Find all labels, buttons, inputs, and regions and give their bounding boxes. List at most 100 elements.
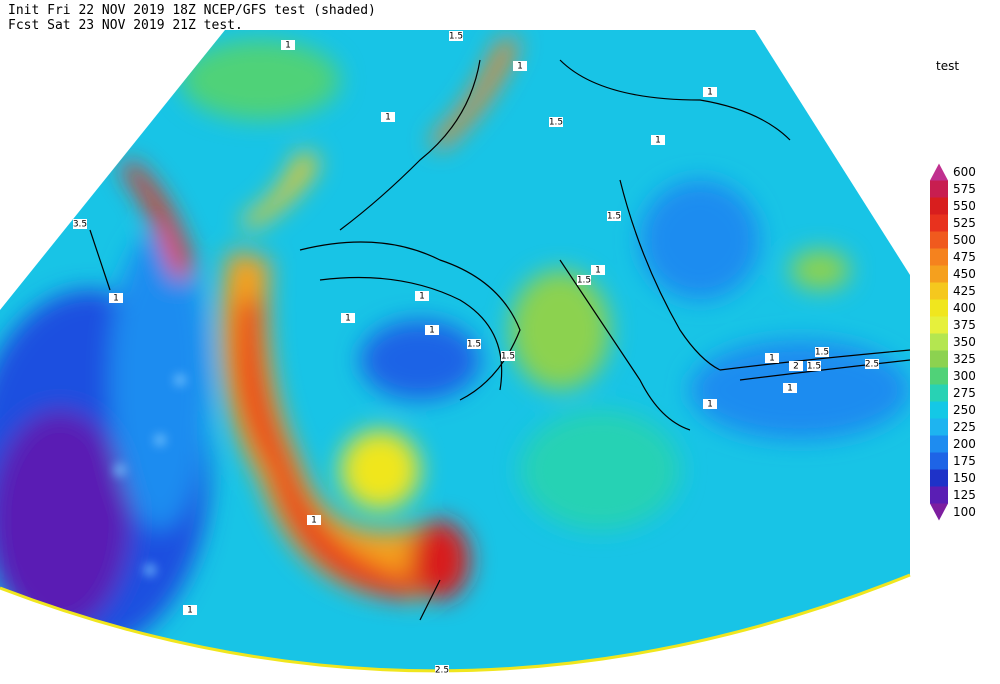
- contour-label-bg: [449, 31, 463, 41]
- colorbar-label: 425: [953, 284, 976, 298]
- colorbar-label: 125: [953, 488, 976, 502]
- contour-label: 1.5: [449, 32, 463, 42]
- colorbar-label: 600: [953, 165, 976, 179]
- contour-label: 3.5: [73, 220, 87, 230]
- contour-label: 2.5: [865, 360, 879, 370]
- contour-label-bg: [281, 40, 295, 50]
- colorbar-label: 325: [953, 352, 976, 366]
- colorbar-label: 575: [953, 182, 976, 196]
- contour-label: 1.5: [807, 362, 821, 372]
- contour-label-bg: [513, 61, 527, 71]
- contour-label-bg: [651, 135, 665, 145]
- colorbar-label: 475: [953, 250, 976, 264]
- contour-label-bg: [109, 293, 123, 303]
- contour-labels: 1 1.5 1 1 1.5 1 1 3.5 1 1.5 1.5 1 1 1.5 1.5 1 1.5 2 1.5 2.5…: [73, 31, 879, 676]
- contour-label-bg: [435, 665, 449, 675]
- contour-label-bg: [703, 87, 717, 97]
- contour-label-bg: [577, 275, 591, 285]
- contour-label: 2: [793, 362, 799, 372]
- colorbar-swatch: [930, 197, 948, 215]
- colorbar-label: 450: [953, 267, 976, 281]
- contour-label: 1: [517, 62, 523, 72]
- contour-label-bg: [467, 339, 481, 349]
- colorbar-swatch: [930, 469, 948, 487]
- header-line2: Fcst Sat 23 NOV 2019 21Z test.: [8, 18, 243, 33]
- colorbar-swatch: [930, 452, 948, 470]
- colorbar-swatch: [930, 333, 948, 351]
- contour-label: 1: [707, 400, 713, 410]
- contour-label: 1: [787, 384, 793, 394]
- contour-label: 1: [345, 314, 351, 324]
- contour-label-bg: [549, 117, 563, 127]
- colorbar-label: 350: [953, 335, 976, 349]
- contour-label-bg: [607, 211, 621, 221]
- colorbar-label: 500: [953, 233, 976, 247]
- colorbar-label: 175: [953, 454, 976, 468]
- colorbar-arrow: [930, 503, 948, 521]
- colorbar-label: 275: [953, 386, 976, 400]
- contour-label: 1.5: [549, 118, 563, 128]
- colorbar-swatch: [930, 316, 948, 334]
- colorbar-swatch: [930, 418, 948, 436]
- colorbar-swatch: [930, 282, 948, 300]
- colorbar-swatch: [930, 248, 948, 266]
- contour-label-bg: [341, 313, 355, 323]
- colorbar-label: 200: [953, 437, 976, 451]
- colorbar-label: 550: [953, 199, 976, 213]
- colorbar-label: 400: [953, 301, 976, 315]
- colorbar-swatch: [930, 384, 948, 402]
- colorbar-label: 300: [953, 369, 976, 383]
- contour-label: 2.5: [435, 666, 449, 676]
- contour-label-bg: [425, 325, 439, 335]
- contour-label: 1: [595, 266, 601, 276]
- colorbar-swatch: [930, 214, 948, 232]
- header-line1: Init Fri 22 NOV 2019 18Z NCEP/GFS test (…: [8, 3, 376, 18]
- contour-label-bg: [591, 265, 605, 275]
- colorbar-swatch: [930, 401, 948, 419]
- colorbar-label: 375: [953, 318, 976, 332]
- contour-label-bg: [783, 383, 797, 393]
- contour-label: 1.5: [467, 340, 481, 350]
- contour-label-bg: [815, 347, 829, 357]
- contour-label: 1: [285, 41, 291, 51]
- map-border: [0, 573, 911, 673]
- contour-label-bg: [415, 291, 429, 301]
- contour-label-bg: [183, 605, 197, 615]
- colorbar-swatch: [930, 367, 948, 385]
- contour-label: 1: [769, 354, 775, 364]
- colorbar-label: 525: [953, 216, 976, 230]
- contour-label-bg: [807, 361, 821, 371]
- contour-label: 1: [113, 294, 119, 304]
- shaded-field: [0, 30, 910, 671]
- colorbar-label: 225: [953, 420, 976, 434]
- contour-label: 1.5: [815, 348, 829, 358]
- contour-label: 1.5: [501, 352, 515, 362]
- colorbar-label: 150: [953, 471, 976, 485]
- contour-label: 1: [429, 326, 435, 336]
- contour-label-bg: [865, 359, 879, 369]
- contour-label: 1: [311, 516, 317, 526]
- contour-label: 1.5: [607, 212, 621, 222]
- contour-label-bg: [789, 361, 803, 371]
- contour-label: 1: [187, 606, 193, 616]
- contour-label-bg: [73, 219, 87, 229]
- contour-label: 1: [655, 136, 661, 146]
- colorbar-swatch: [930, 180, 948, 198]
- colorbar-swatch: [930, 350, 948, 368]
- colorbar-swatch: [930, 231, 948, 249]
- contour-label: 1.5: [577, 276, 591, 286]
- colorbar-label: 100: [953, 505, 976, 519]
- contour-label-bg: [381, 112, 395, 122]
- contour-label-bg: [501, 351, 515, 361]
- contour-label-bg: [307, 515, 321, 525]
- colorbar-swatch: [930, 435, 948, 453]
- colorbar-arrow: [930, 163, 948, 181]
- colorbar-title: test: [936, 59, 959, 73]
- colorbar-swatch: [930, 299, 948, 317]
- contour-label: 1: [707, 88, 713, 98]
- colorbar-swatch: [930, 486, 948, 504]
- contour-label: 1: [419, 292, 425, 302]
- colorbar-label: 250: [953, 403, 976, 417]
- contour-label: 1: [385, 113, 391, 123]
